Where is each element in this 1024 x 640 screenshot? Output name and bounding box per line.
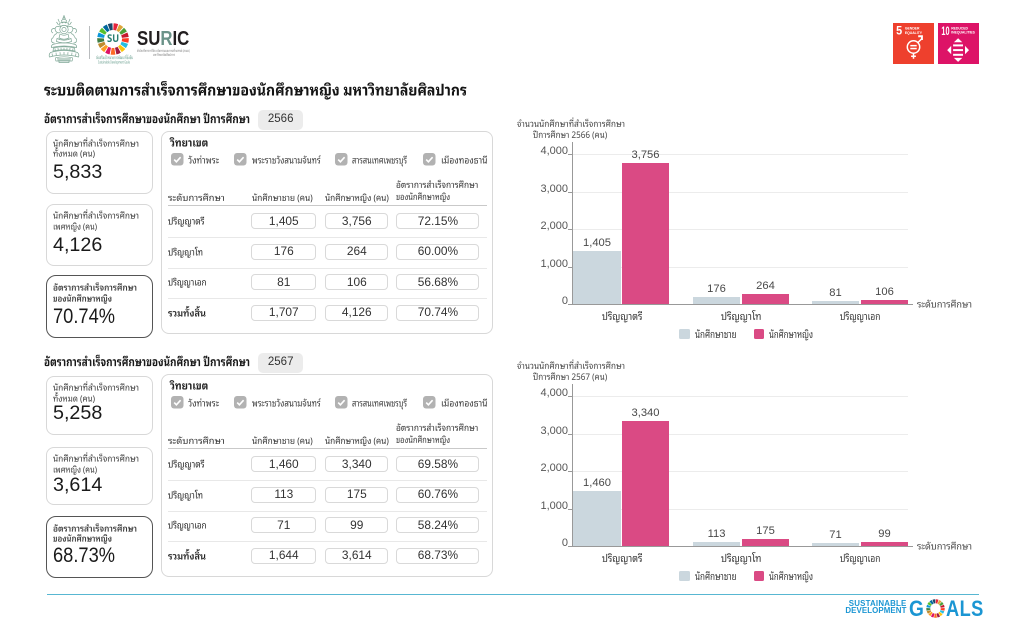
svg-text:INEQUALITIES: INEQUALITIES: [951, 31, 975, 35]
svg-text:GENDER: GENDER: [905, 27, 920, 31]
svg-text:5: 5: [896, 25, 902, 37]
svg-text:EQUALITY: EQUALITY: [905, 31, 923, 35]
svg-text:REDUCED: REDUCED: [951, 26, 968, 30]
svg-text:10: 10: [941, 25, 949, 38]
